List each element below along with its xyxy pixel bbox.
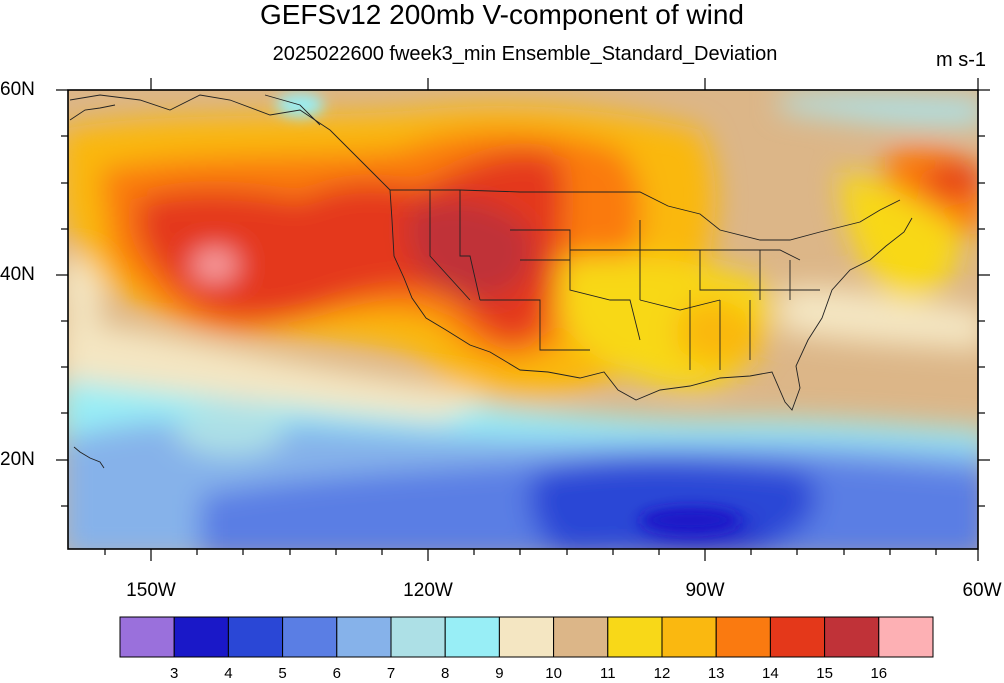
colorbar-swatch — [119, 616, 175, 658]
colorbar-tick-label: 11 — [600, 665, 616, 682]
colorbar-swatch — [227, 616, 284, 658]
colorbar-tick-label: 12 — [653, 665, 671, 682]
colorbar-swatch — [661, 616, 717, 658]
lat-label-40n: 40N — [0, 264, 35, 285]
lon-label-60w: 60W — [962, 580, 1002, 601]
colorbar-tick-label: 4 — [224, 665, 233, 682]
colorbar-tick-label: 7 — [386, 665, 396, 682]
colorbar-tick-label: 8 — [441, 665, 450, 682]
colorbar-swatch — [390, 616, 446, 658]
colorbar-swatch — [336, 616, 392, 658]
colorbar-tick-label: 5 — [278, 665, 287, 682]
colorbar-swatch — [553, 616, 609, 658]
colorbar-tick-label: 16 — [870, 665, 888, 682]
lat-ticks — [56, 89, 990, 507]
colorbar-tick-label: 3 — [170, 665, 179, 682]
colorbar-tick-label: 9 — [495, 665, 504, 682]
colorbar-tick-label: 14 — [762, 665, 779, 682]
colorbar-swatch — [769, 616, 826, 658]
lat-label-60n: 60N — [0, 79, 35, 100]
colorbar-swatch — [282, 616, 338, 658]
coastline-outlines — [69, 94, 913, 469]
map-subtitle: 2025022600 fweek3_min Ensemble_Standard_… — [272, 43, 778, 65]
colorbar-tick-label: 13 — [707, 665, 725, 682]
colorbar-swatch — [444, 616, 500, 658]
lon-ticks — [104, 78, 979, 561]
colorbar-swatch — [498, 616, 555, 658]
lon-label-150w: 150W — [126, 580, 176, 601]
lon-label-120w: 120W — [403, 580, 453, 601]
filled-contour-field — [68, 90, 978, 549]
units-label: m s-1 — [936, 49, 986, 71]
lat-label-20n: 20N — [0, 449, 35, 470]
lon-label-90w: 90W — [685, 580, 725, 601]
colorbar — [119, 616, 934, 658]
colorbar-tick-label: 6 — [332, 665, 341, 682]
colorbar-swatch — [824, 616, 880, 658]
map-frame — [67, 89, 979, 550]
colorbar-swatch — [715, 616, 771, 658]
colorbar-swatch — [607, 616, 663, 658]
colorbar-swatch — [878, 616, 934, 658]
colorbar-tick-label: 10 — [545, 665, 562, 682]
colorbar-tick-label: 15 — [816, 665, 833, 682]
colorbar-swatch — [173, 616, 229, 658]
map-title: GEFSv12 200mb V-component of wind — [259, 0, 745, 30]
